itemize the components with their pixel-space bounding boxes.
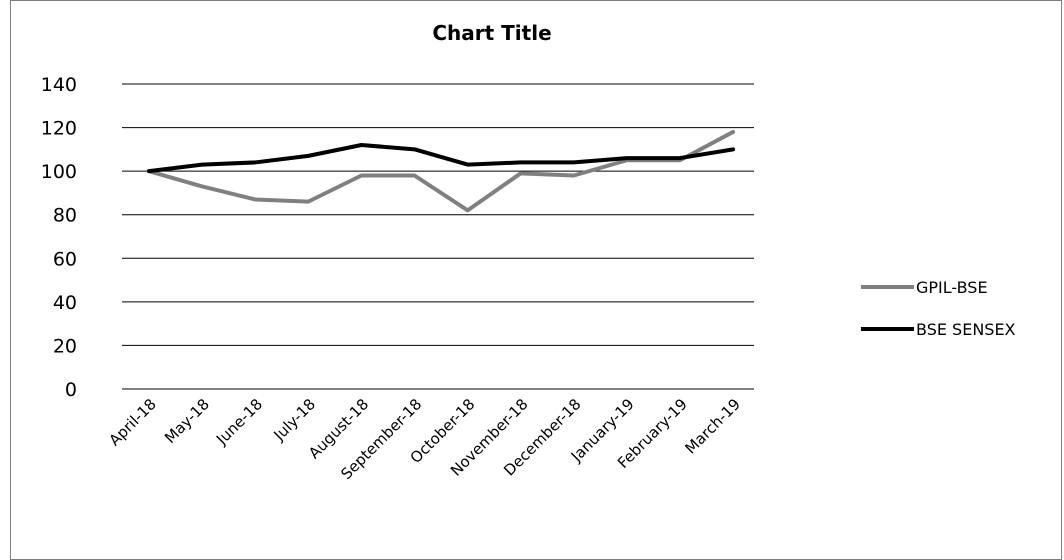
x-tick-label: April-18 [106, 395, 160, 449]
y-tick-label: 60 [53, 248, 77, 270]
y-axis-ticks: 0 20 40 60 80 100 120 140 [41, 74, 77, 401]
y-tick-label: 80 [53, 205, 77, 227]
gridlines [122, 84, 754, 389]
y-tick-label: 140 [41, 74, 77, 96]
x-tick-label: July-18 [269, 395, 319, 445]
x-tick-label: June-18 [212, 395, 266, 449]
x-tick-label: May-18 [161, 395, 213, 447]
series-line-1 [149, 145, 733, 171]
x-tick-label: March-19 [682, 395, 744, 457]
y-tick-label: 100 [41, 161, 77, 183]
legend: GPIL-BSE BSE SENSEX [861, 278, 1016, 339]
y-tick-label: 20 [53, 335, 77, 357]
y-tick-label: 120 [41, 118, 77, 140]
y-tick-label: 40 [53, 292, 77, 314]
legend-label: BSE SENSEX [916, 320, 1016, 339]
legend-label: GPIL-BSE [916, 278, 988, 297]
y-tick-label: 0 [65, 379, 77, 401]
chart-title: Chart Title [432, 21, 551, 45]
